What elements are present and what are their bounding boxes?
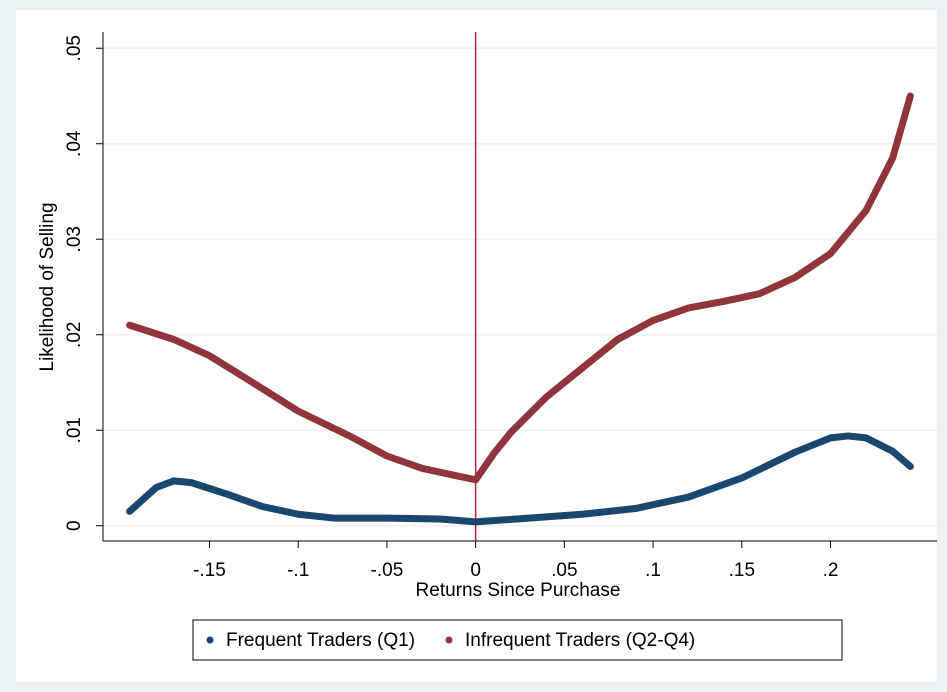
legend-marker xyxy=(445,636,453,644)
x-tick-label: -.05 xyxy=(371,560,404,581)
x-tick-label: .15 xyxy=(729,560,755,581)
y-tick-label: .05 xyxy=(64,35,85,61)
x-tick-label: .1 xyxy=(645,560,661,581)
legend-marker xyxy=(206,636,214,644)
graph-region xyxy=(16,10,937,682)
legend-label: Frequent Traders (Q1) xyxy=(226,630,415,651)
y-tick-label: .02 xyxy=(64,322,85,348)
series-line xyxy=(126,432,914,526)
x-tick-label: -.1 xyxy=(287,560,309,581)
y-tick-label: .01 xyxy=(64,417,85,443)
x-tick-label: .2 xyxy=(823,560,839,581)
x-tick-label: 0 xyxy=(470,560,481,581)
legend-label: Infrequent Traders (Q2-Q4) xyxy=(465,630,695,651)
x-axis-title: Returns Since Purchase xyxy=(416,580,621,601)
series-line xyxy=(126,92,914,484)
x-tick-label: .05 xyxy=(551,560,577,581)
x-tick-label: -.15 xyxy=(193,560,226,581)
y-tick-label: .04 xyxy=(64,130,85,157)
y-tick-label: .03 xyxy=(64,226,85,252)
legend-box xyxy=(192,619,843,661)
y-axis-title: Likelihood of Selling xyxy=(37,202,58,371)
y-tick-label: 0 xyxy=(64,520,85,531)
